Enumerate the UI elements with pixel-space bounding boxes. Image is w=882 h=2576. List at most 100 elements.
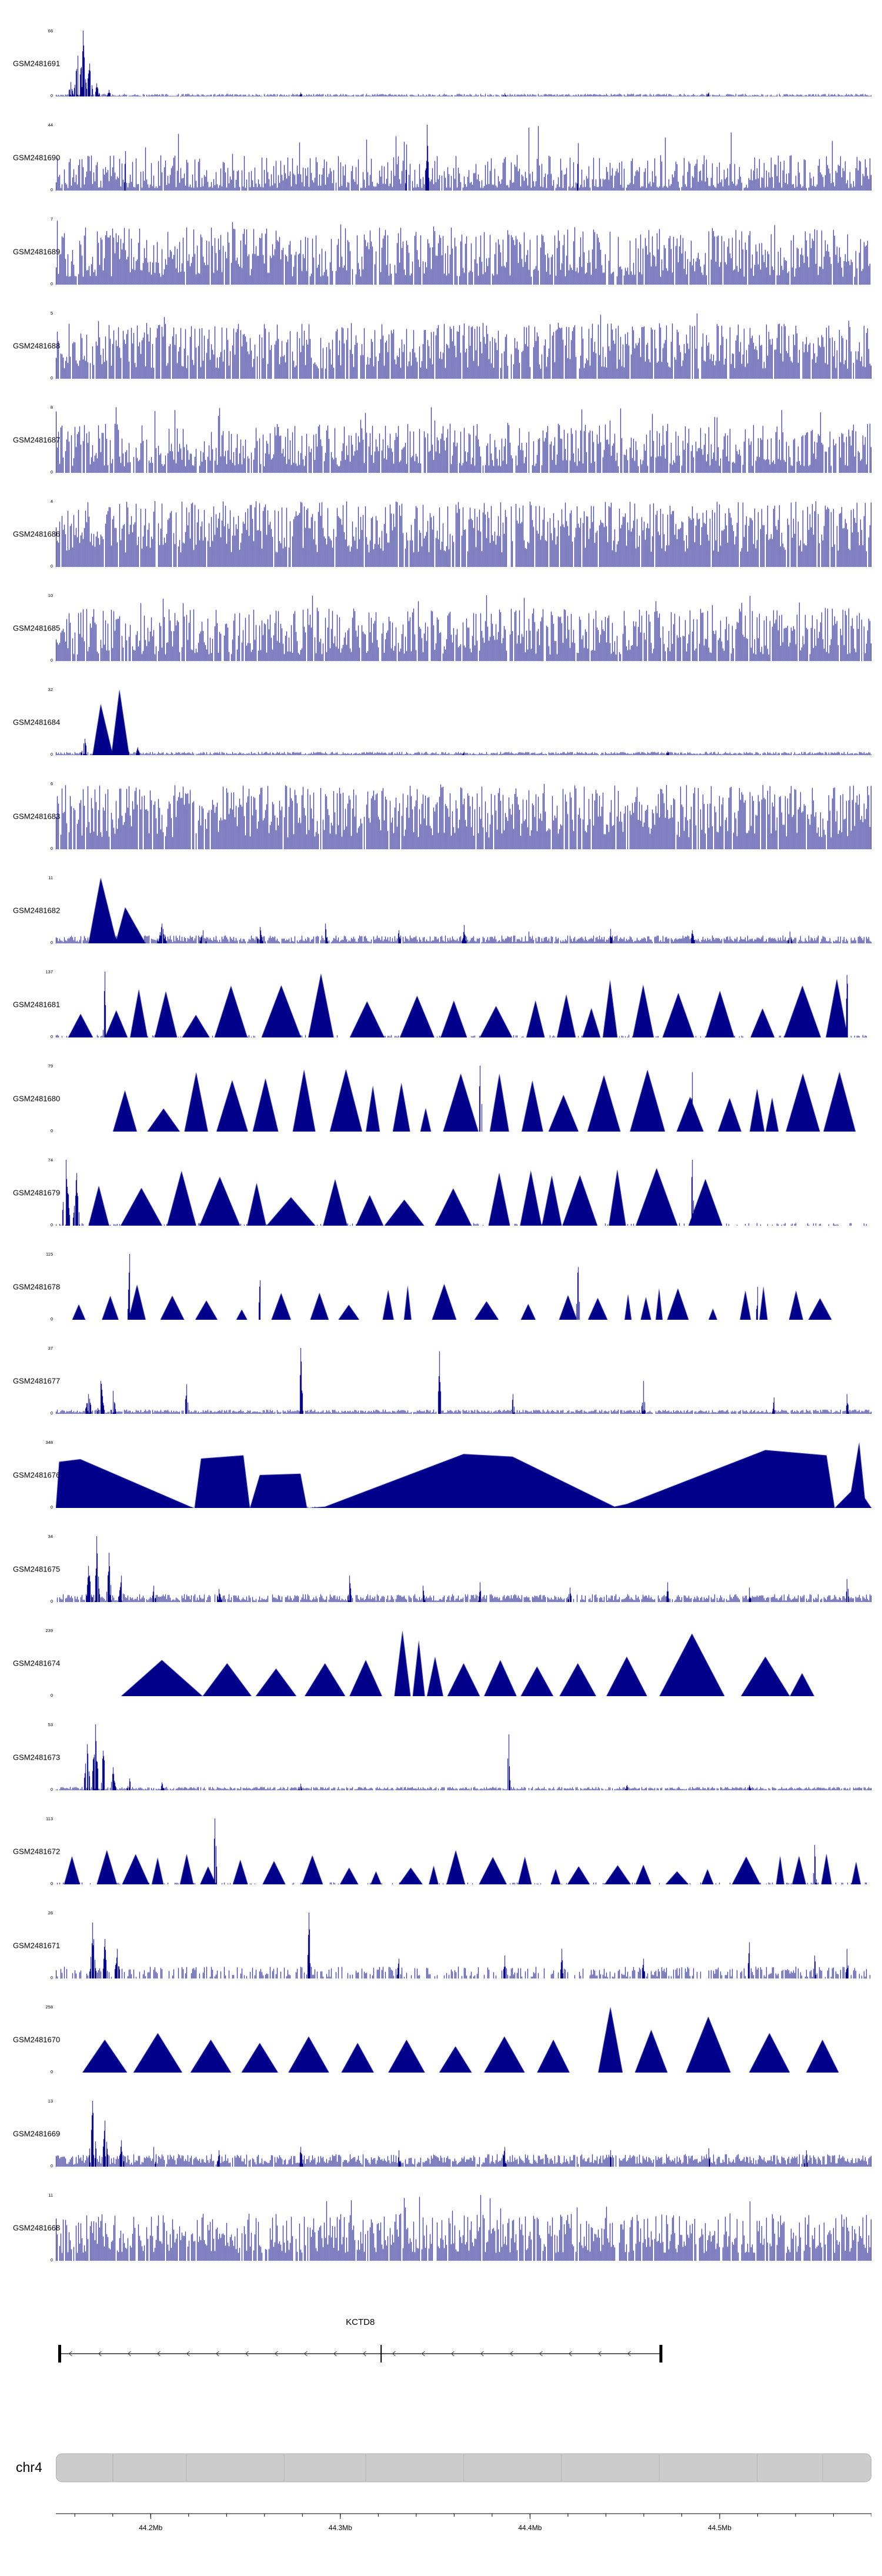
track-plot: 74 0: [48, 1158, 871, 1227]
track-label: GSM2481677: [13, 1376, 61, 1386]
ideogram-band: [112, 2454, 114, 2481]
track-coverage-canvas: [56, 31, 871, 96]
track-coverage-canvas: [56, 501, 871, 567]
track-label: GSM2481689: [13, 247, 61, 256]
ideogram-band: [821, 2454, 823, 2481]
track-plot: 10 0: [48, 593, 871, 662]
ideogram-track: chr4: [16, 2445, 871, 2492]
genome-axis: 44.2Mb 44.3Mb 44.4Mb 44.5Mb: [56, 2504, 871, 2563]
track-row: GSM2481686 4 0: [0, 487, 882, 581]
track-row: GSM2481674 239 0: [0, 1616, 882, 1710]
strand-arrow-icon: [68, 2351, 72, 2357]
track-ymax-label: 8: [50, 405, 53, 410]
track-ymax-label: 137: [45, 969, 53, 975]
strand-arrow-icon: [245, 2351, 249, 2357]
track-row: GSM2481673 53 0: [0, 1710, 882, 1804]
ideogram-band: [365, 2454, 367, 2481]
track-label: GSM2481682: [13, 906, 61, 915]
chromosome-label: chr4: [16, 2460, 42, 2475]
track-plot: 26 0: [48, 1911, 871, 1980]
track-coverage-canvas: [56, 219, 871, 285]
strand-arrow-icon: [568, 2351, 572, 2357]
track-ymax-label: 258: [45, 2004, 53, 2010]
track-label: GSM2481674: [13, 1659, 61, 1668]
track-label: GSM2481678: [13, 1282, 61, 1292]
track-label: GSM2481668: [13, 2223, 61, 2233]
track-label: GSM2481670: [13, 2035, 61, 2044]
track-row: GSM2481677 37 0: [0, 1334, 882, 1428]
track-ymin-label: 0: [50, 1692, 53, 1698]
track-ymin-label: 0: [50, 186, 53, 192]
track-row: GSM2481684 32 0: [0, 675, 882, 769]
strand-arrow-icon: [215, 2351, 219, 2357]
track-row: GSM2481681 137 0: [0, 957, 882, 1052]
track-coverage-canvas: [56, 689, 871, 755]
exon-box: [380, 2345, 382, 2363]
track-label: GSM2481687: [13, 435, 61, 445]
track-ymax-label: 6: [50, 781, 53, 786]
strand-arrow-icon: [274, 2351, 278, 2357]
track-label: GSM2481681: [13, 1000, 61, 1009]
track-ymax-label: 26: [48, 1910, 53, 1916]
track-plot: 53 0: [48, 1723, 871, 1791]
track-row: GSM2481675 34 0: [0, 1522, 882, 1616]
track-ymax-label: 32: [48, 687, 53, 692]
strand-arrow-icon: [539, 2351, 543, 2357]
track-ymin-label: 0: [50, 1598, 53, 1604]
track-ymax-label: 10: [48, 593, 53, 598]
track-label: GSM2481676: [13, 1470, 61, 1480]
track-coverage-canvas: [56, 2101, 871, 2167]
track-row: GSM2481678 115 0: [0, 1240, 882, 1334]
track-plot: 11 0: [48, 876, 871, 945]
track-coverage-canvas: [56, 313, 871, 379]
track-plot: 137 0: [45, 970, 871, 1039]
track-ymax-label: 348: [45, 1440, 53, 1445]
track-ymin-label: 0: [50, 1786, 53, 1792]
track-coverage-canvas: [56, 877, 871, 943]
track-ymax-label: 34: [48, 1534, 53, 1539]
strand-arrow-icon: [392, 2351, 396, 2357]
track-ymax-label: 7: [50, 216, 53, 222]
track-plot: 66 0: [48, 29, 871, 98]
track-ymax-label: 13: [48, 2098, 53, 2104]
track-coverage-canvas: [56, 1254, 871, 1320]
track-label: GSM2481691: [13, 59, 61, 68]
track-coverage-canvas: [56, 783, 871, 849]
track-ymin-label: 0: [50, 2068, 53, 2074]
track-label: GSM2481675: [13, 1564, 61, 1574]
track-ymin-label: 0: [50, 845, 53, 851]
strand-arrow-icon: [480, 2351, 484, 2357]
strand-arrow-icon: [362, 2351, 366, 2357]
track-row: GSM2481679 74 0: [0, 1146, 882, 1240]
track-row: GSM2481680 79 0: [0, 1052, 882, 1146]
track-row: GSM2481676 348 0: [0, 1428, 882, 1522]
track-ymax-label: 79: [48, 1063, 53, 1069]
track-label: GSM2481684: [13, 718, 61, 727]
track-label: GSM2481680: [13, 1094, 61, 1103]
track-ymin-label: 0: [50, 375, 53, 381]
track-plot: 348 0: [45, 1440, 871, 1509]
gene-track: KCTD8: [56, 2310, 871, 2393]
track-ymin-label: 0: [50, 1504, 53, 1510]
track-row: GSM2481689 7 0: [0, 205, 882, 299]
strand-arrow-icon: [303, 2351, 308, 2357]
track-ymax-label: 44: [48, 122, 53, 128]
strand-arrow-icon: [627, 2351, 631, 2357]
track-ymin-label: 0: [50, 563, 53, 569]
exon-box: [58, 2345, 61, 2363]
track-row: GSM2481687 8 0: [0, 393, 882, 487]
strand-arrow-icon: [186, 2351, 190, 2357]
track-row: GSM2481670 258 0: [0, 1993, 882, 2087]
track-coverage-canvas: [56, 1724, 871, 1790]
axis-tick-label: 44.5Mb: [708, 2524, 731, 2532]
axis-tick-label: 44.2Mb: [139, 2524, 162, 2532]
gene-name-label: KCTD8: [346, 2317, 375, 2327]
strand-arrow-icon: [333, 2351, 337, 2357]
exon-box: [659, 2345, 663, 2363]
track-coverage-canvas: [56, 1160, 871, 1226]
track-coverage-canvas: [56, 1913, 871, 1978]
axis-tick-label: 44.4Mb: [518, 2524, 542, 2532]
track-ymin-label: 0: [50, 2257, 53, 2263]
strand-arrow-icon: [156, 2351, 161, 2357]
ideogram-band: [283, 2454, 285, 2481]
